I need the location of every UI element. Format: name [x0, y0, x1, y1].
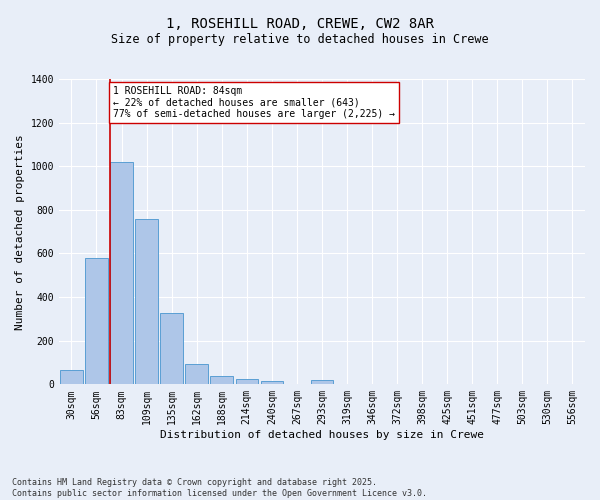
Y-axis label: Number of detached properties: Number of detached properties: [15, 134, 25, 330]
Text: 1 ROSEHILL ROAD: 84sqm
← 22% of detached houses are smaller (643)
77% of semi-de: 1 ROSEHILL ROAD: 84sqm ← 22% of detached…: [113, 86, 395, 118]
X-axis label: Distribution of detached houses by size in Crewe: Distribution of detached houses by size …: [160, 430, 484, 440]
Bar: [185, 364, 208, 384]
Bar: [136, 218, 158, 384]
Bar: [211, 376, 233, 384]
Text: 1, ROSEHILL ROAD, CREWE, CW2 8AR: 1, ROSEHILL ROAD, CREWE, CW2 8AR: [166, 18, 434, 32]
Text: Size of property relative to detached houses in Crewe: Size of property relative to detached ho…: [111, 32, 489, 46]
Text: Contains HM Land Registry data © Crown copyright and database right 2025.
Contai: Contains HM Land Registry data © Crown c…: [12, 478, 427, 498]
Bar: [60, 370, 83, 384]
Bar: [311, 380, 333, 384]
Bar: [110, 162, 133, 384]
Bar: [236, 379, 258, 384]
Bar: [85, 258, 108, 384]
Bar: [260, 381, 283, 384]
Bar: [160, 314, 183, 384]
